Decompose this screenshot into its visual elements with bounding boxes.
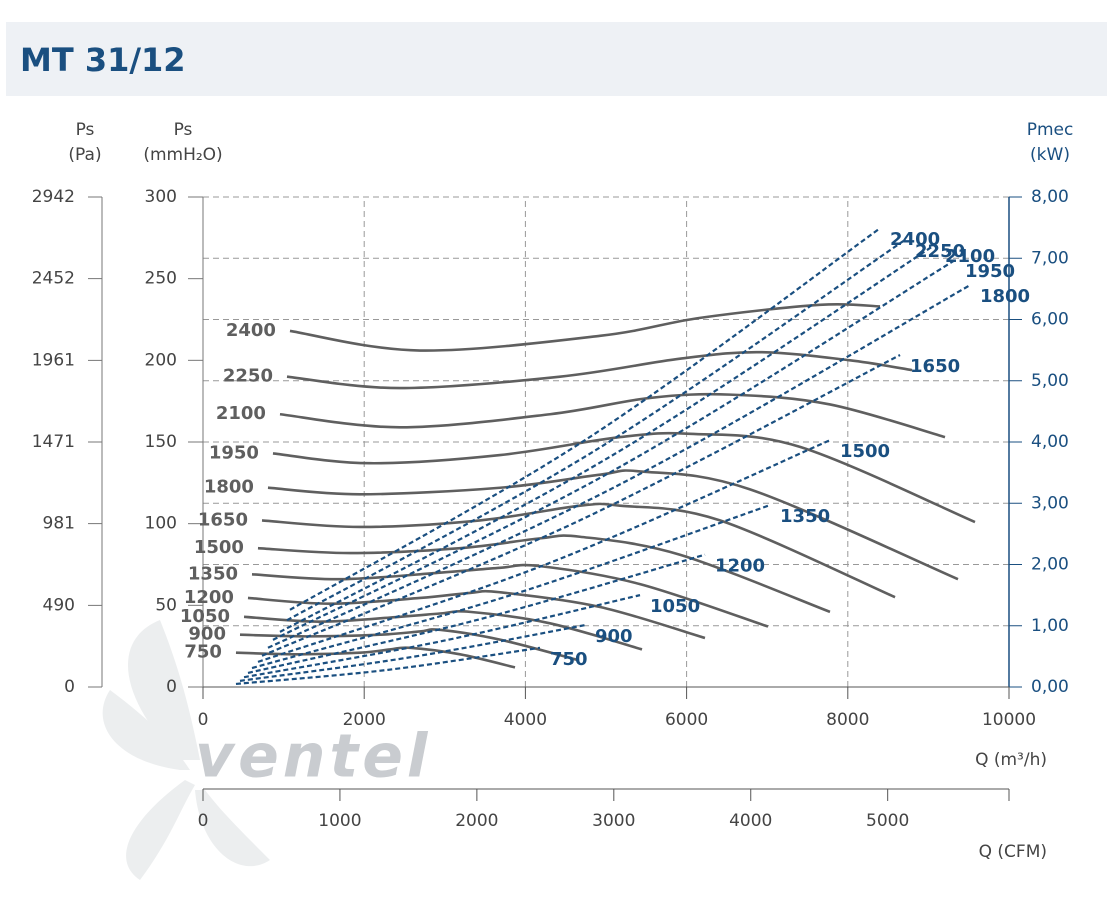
- x-tick-label: 6000: [665, 710, 708, 730]
- y-tick-label: 300: [145, 187, 177, 207]
- y3-unit: (Pa): [68, 145, 101, 165]
- y2-tick-label: 7,00: [1031, 248, 1069, 268]
- y2-unit: (kW): [1030, 145, 1070, 165]
- y2-tick-label: 2,00: [1031, 555, 1069, 575]
- power-curve: [235, 646, 541, 686]
- x-tick-label: 10000: [982, 710, 1036, 730]
- x2-tick-label: 5000: [866, 811, 909, 831]
- pressure-curve: [261, 502, 896, 599]
- x2-tick-label: 1000: [318, 811, 361, 831]
- power-curve: [243, 594, 641, 679]
- power-label: 1350: [780, 506, 830, 527]
- y-tick-label: 200: [145, 350, 177, 370]
- logo: ventel: [195, 722, 431, 792]
- y2-tick-label: 6,00: [1031, 310, 1069, 330]
- x-title: Q (m³/h): [975, 750, 1047, 770]
- pressure-curve: [286, 350, 913, 390]
- power-curve: [289, 227, 881, 611]
- pressure-curve: [235, 646, 516, 669]
- power-label: 750: [550, 649, 588, 670]
- power-label: 2100: [945, 246, 995, 267]
- pressure-curve: [243, 610, 643, 651]
- x2-tick-label: 0: [198, 811, 209, 831]
- y3-tick-label: 490: [43, 595, 75, 615]
- pressure-label: 1200: [184, 587, 234, 608]
- x-tick-label: 0: [198, 710, 209, 730]
- chart-title: MT 31/12: [20, 41, 186, 79]
- power-curve: [279, 243, 936, 633]
- y3-tick-label: 1961: [32, 350, 75, 370]
- power-label: 1950: [965, 261, 1015, 282]
- power-curve: [239, 624, 586, 682]
- y2-tick-label: 4,00: [1031, 432, 1069, 452]
- pressure-curve: [272, 431, 976, 524]
- pressure-label: 1050: [180, 606, 230, 627]
- pressure-label: 1650: [198, 509, 248, 530]
- power-label: 1800: [980, 286, 1030, 307]
- power-curve: [286, 238, 906, 622]
- header-band: [6, 22, 1107, 96]
- x-tick-label: 2000: [343, 710, 386, 730]
- pressure-curve: [267, 469, 959, 581]
- y3-tick-label: 0: [64, 677, 75, 697]
- y3-tick-label: 981: [43, 514, 75, 534]
- pressure-curve: [257, 534, 831, 614]
- x2-title: Q (CFM): [979, 842, 1047, 862]
- x2-tick-label: 4000: [729, 811, 772, 831]
- y-tick-label: 250: [145, 269, 177, 289]
- y2-tick-label: 8,00: [1031, 187, 1069, 207]
- power-curve: [247, 553, 706, 674]
- pressure-label: 2400: [226, 320, 276, 341]
- power-label: 2250: [915, 241, 965, 262]
- y3-title: Ps: [76, 120, 95, 140]
- y2-title: Pmec: [1027, 120, 1074, 140]
- power-curve: [251, 504, 771, 670]
- pressure-curve: [247, 589, 706, 640]
- power-curve: [261, 354, 901, 657]
- pressure-label: 1350: [188, 563, 238, 584]
- x-tick-label: 4000: [504, 710, 547, 730]
- x2-tick-label: 3000: [592, 811, 635, 831]
- pressure-curve: [279, 392, 946, 439]
- y2-tick-label: 3,00: [1031, 493, 1069, 513]
- pressure-label: 1950: [209, 442, 259, 463]
- logo-fan: [102, 620, 270, 880]
- power-label: 900: [595, 626, 633, 647]
- y2-tick-label: 1,00: [1031, 616, 1069, 636]
- pressure-label: 2250: [223, 366, 273, 387]
- y3-tick-label: 1471: [32, 432, 75, 452]
- x-tick-label: 8000: [826, 710, 869, 730]
- power-label: 1200: [715, 556, 765, 577]
- pressure-label: 1500: [194, 537, 244, 558]
- y-tick-label: 150: [145, 432, 177, 452]
- power-curve: [257, 439, 831, 663]
- pressure-curve: [251, 563, 769, 628]
- y2-tick-label: 5,00: [1031, 371, 1069, 391]
- y3-tick-label: 2942: [32, 187, 75, 207]
- power-curve: [267, 284, 971, 649]
- pressure-label: 750: [184, 642, 222, 663]
- power-label: 1650: [910, 356, 960, 377]
- pressure-label: 1800: [204, 477, 254, 498]
- pressure-label: 2100: [216, 403, 266, 424]
- y-unit: (mmH₂O): [143, 145, 222, 165]
- y3-tick-label: 2452: [32, 269, 75, 289]
- power-label: 2400: [890, 229, 940, 250]
- y-tick-label: 50: [155, 595, 177, 615]
- power-label: 1050: [650, 596, 700, 617]
- pressure-curve: [289, 302, 881, 352]
- y-title: Ps: [174, 120, 193, 140]
- y2-tick-label: 0,00: [1031, 677, 1069, 697]
- power-label: 1500: [840, 441, 890, 462]
- x2-tick-label: 2000: [455, 811, 498, 831]
- y-tick-label: 0: [166, 677, 177, 697]
- y-tick-label: 100: [145, 514, 177, 534]
- pressure-label: 900: [188, 624, 226, 645]
